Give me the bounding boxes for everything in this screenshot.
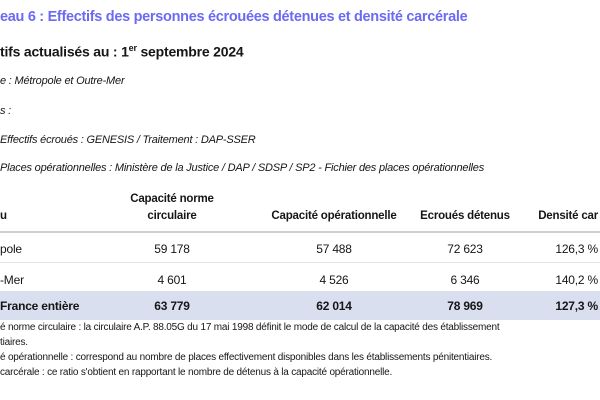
total-territory: France entière bbox=[0, 299, 80, 313]
cell-capacity-norm: 59 178 bbox=[154, 242, 190, 256]
note-capacity-norm: é norme circulaire : la circulaire A.P. … bbox=[0, 322, 500, 333]
note-capacity-norm-cont: tiaires. bbox=[0, 337, 28, 348]
update-date: tifs actualisés au : 1er septembre 2024 bbox=[0, 43, 244, 60]
cell-capacity-op: 4 526 bbox=[319, 273, 349, 287]
note-capacity-op: é opérationnelle : correspond au nombre … bbox=[0, 352, 493, 363]
update-suffix: septembre 2024 bbox=[136, 43, 244, 60]
page-title: eau 6 : Effectifs des personnes écrouées… bbox=[0, 9, 468, 25]
total-row bbox=[0, 291, 600, 320]
total-density: 127,3 % bbox=[555, 299, 598, 313]
row-divider bbox=[0, 262, 600, 263]
cell-capacity-op: 57 488 bbox=[316, 242, 352, 256]
update-prefix: tifs actualisés au : 1 bbox=[0, 43, 129, 60]
header-divider bbox=[0, 231, 600, 233]
header-detainees: Ecroués détenus bbox=[420, 210, 510, 222]
update-sup: er bbox=[128, 43, 137, 53]
cell-capacity-norm: 4 601 bbox=[157, 273, 187, 287]
total-detainees: 78 969 bbox=[447, 299, 483, 313]
cell-detainees: 6 346 bbox=[450, 273, 480, 287]
header-capacity-op: Capacité opérationnelle bbox=[271, 210, 397, 222]
cell-density: 126,3 % bbox=[555, 242, 598, 256]
source-effectifs: Effectifs écroués : GENESIS / Traitement… bbox=[0, 134, 256, 146]
header-capacity-norm-1: Capacité norme bbox=[130, 193, 214, 205]
cell-territory: -Mer bbox=[0, 273, 24, 287]
cell-density: 140,2 % bbox=[555, 273, 598, 287]
total-capacity-norm: 63 779 bbox=[154, 299, 190, 313]
source-places: Places opérationnelles : Ministère de la… bbox=[0, 162, 485, 174]
total-capacity-op: 62 014 bbox=[316, 299, 352, 313]
cell-detainees: 72 623 bbox=[447, 242, 483, 256]
scope-text: e : Métropole et Outre-Mer bbox=[0, 75, 125, 87]
header-territory: u bbox=[0, 210, 7, 222]
cell-territory: pole bbox=[0, 242, 22, 256]
note-density: carcérale : ce ratio s'obtient en rappor… bbox=[0, 367, 393, 378]
header-capacity-norm-2: circulaire bbox=[147, 210, 197, 222]
header-density: Densité car bbox=[538, 210, 598, 222]
sources-label: s : bbox=[0, 105, 12, 117]
